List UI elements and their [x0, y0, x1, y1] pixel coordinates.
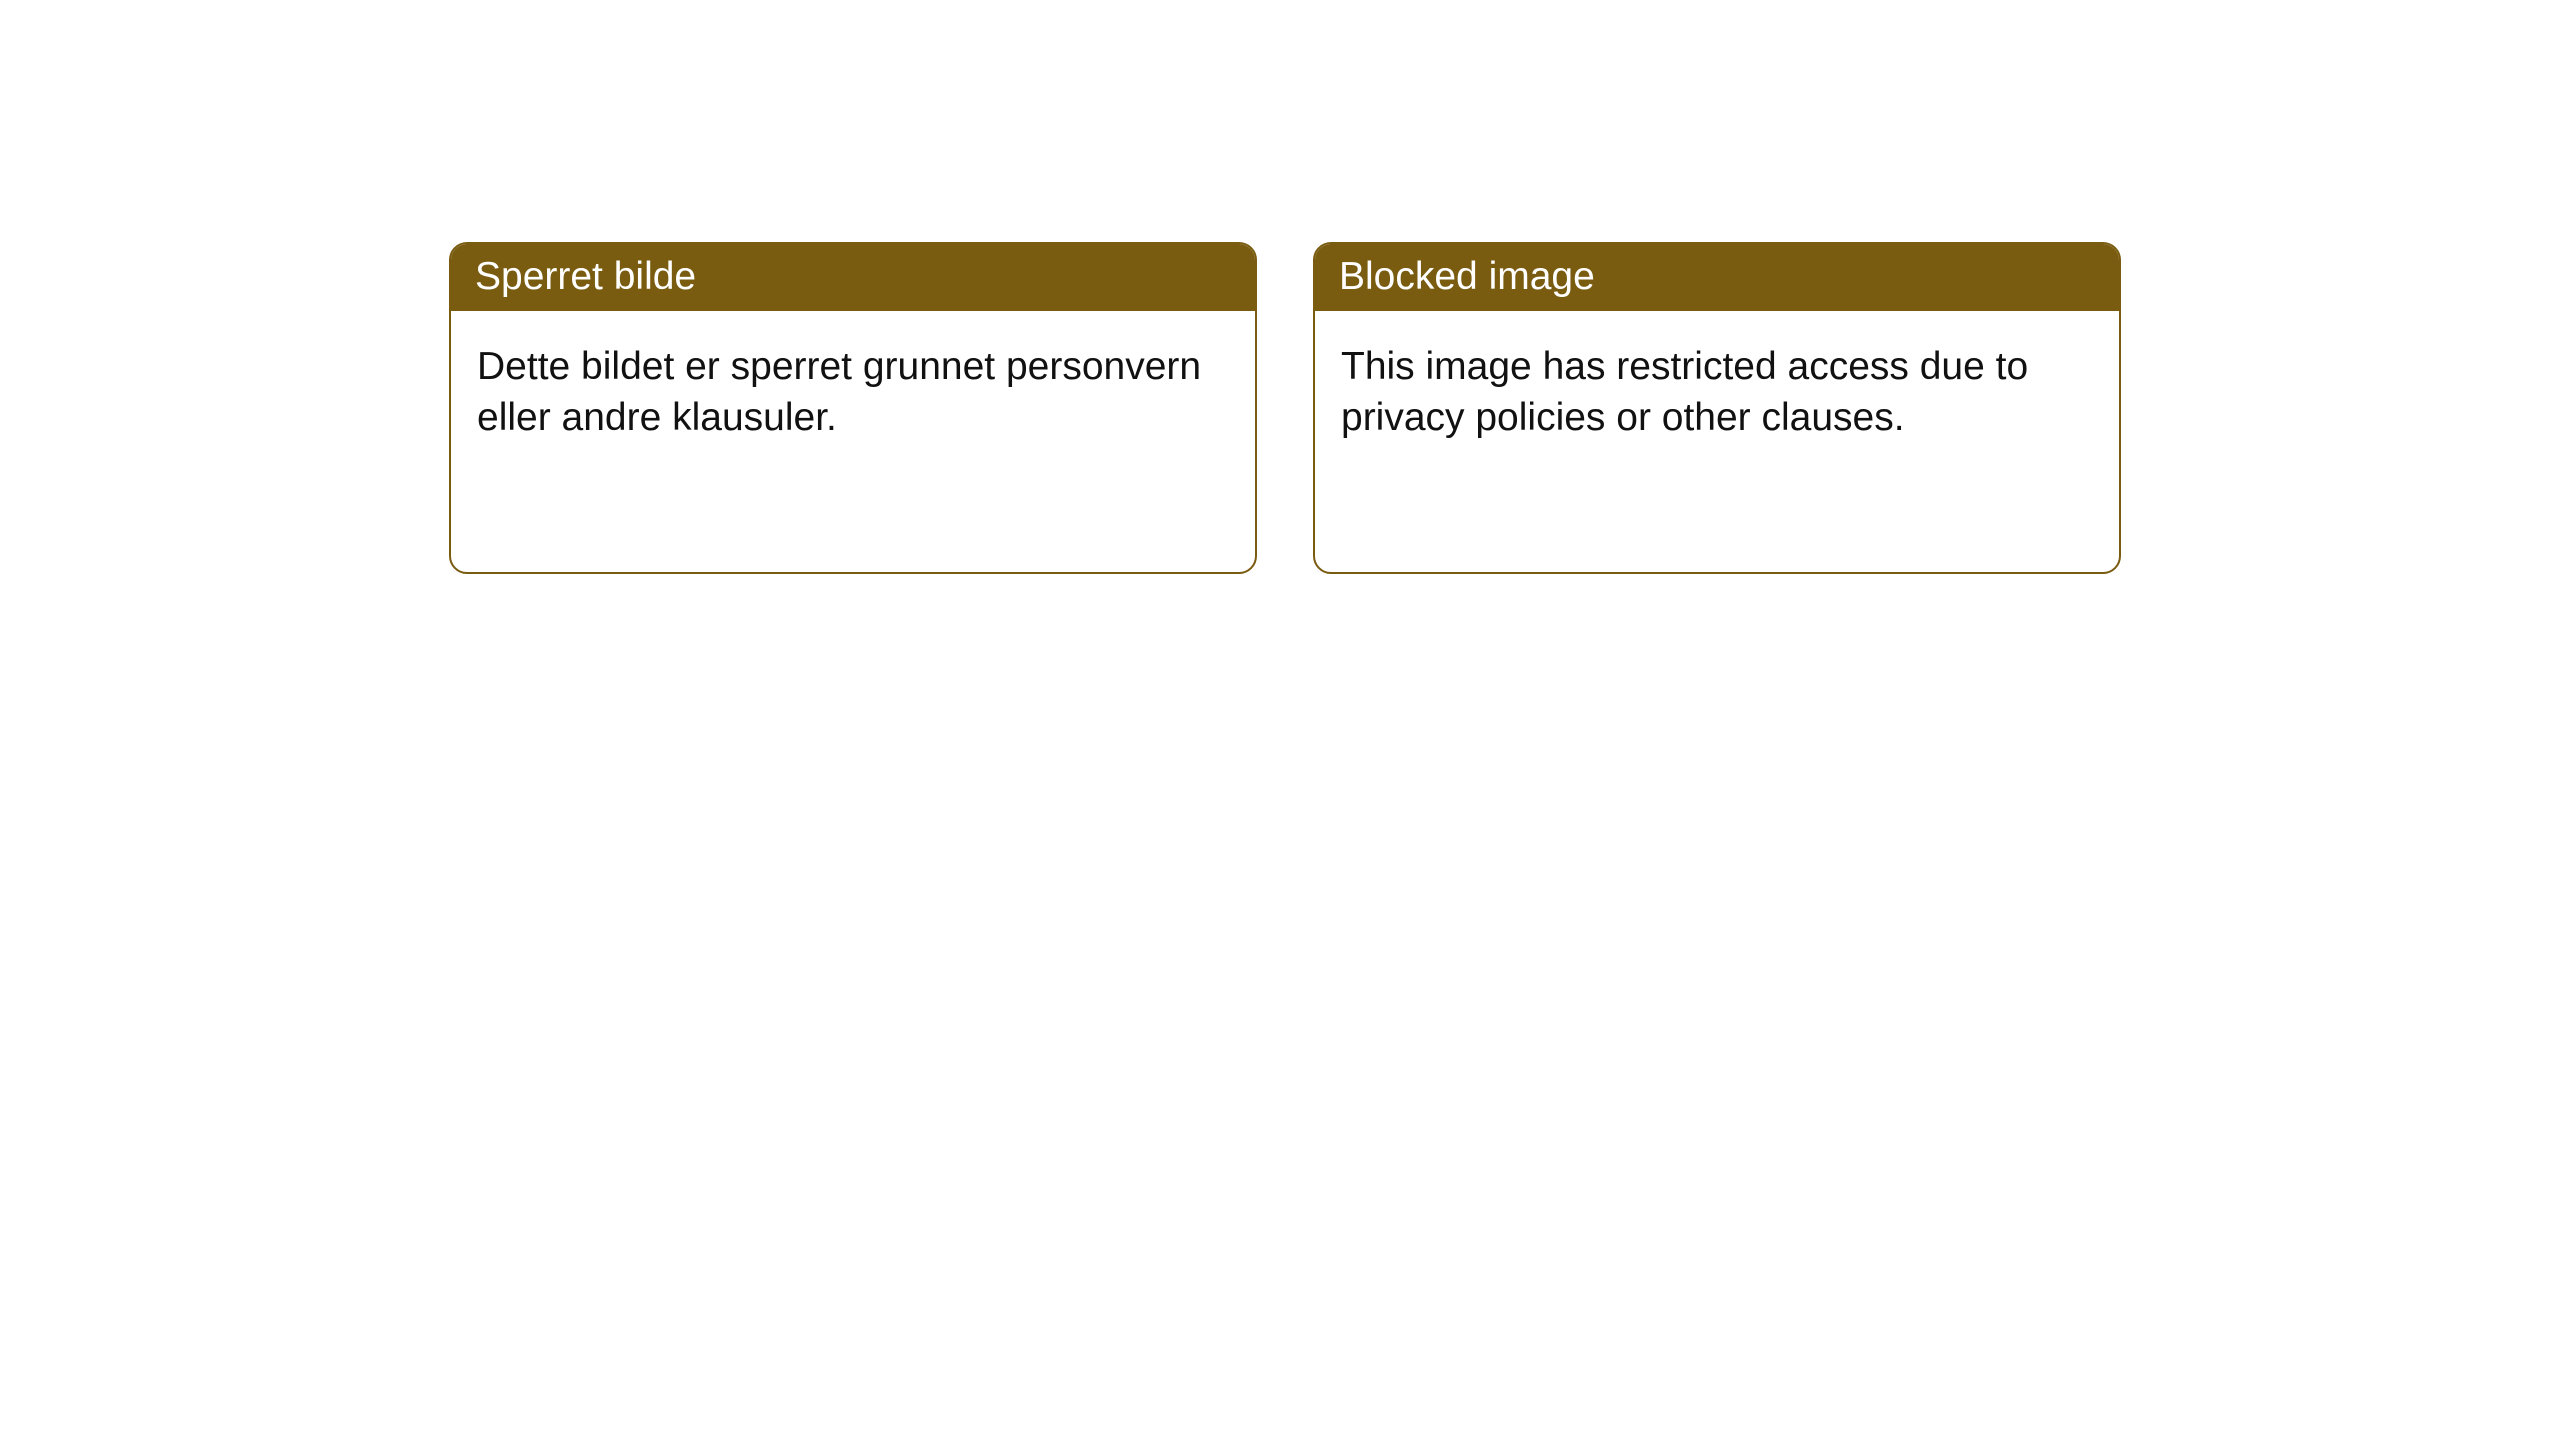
notice-container: Sperret bilde Dette bildet er sperret gr…: [0, 0, 2560, 574]
notice-card-english: Blocked image This image has restricted …: [1313, 242, 2121, 574]
notice-body: Dette bildet er sperret grunnet personve…: [451, 311, 1255, 474]
notice-title: Sperret bilde: [451, 244, 1255, 311]
notice-title: Blocked image: [1315, 244, 2119, 311]
notice-card-norwegian: Sperret bilde Dette bildet er sperret gr…: [449, 242, 1257, 574]
notice-body: This image has restricted access due to …: [1315, 311, 2119, 474]
